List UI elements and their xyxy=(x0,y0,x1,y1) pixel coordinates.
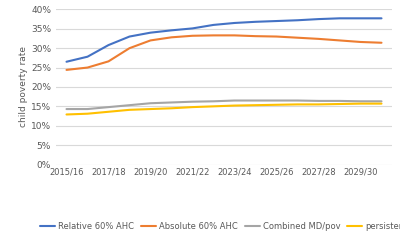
persistent xyxy=(106,110,111,113)
Relative 60% AHC xyxy=(106,44,111,47)
Absolute 60% AHC xyxy=(211,34,216,37)
persistent xyxy=(337,103,342,106)
Combined MD/pov xyxy=(358,100,363,103)
Relative 60% AHC xyxy=(379,17,384,20)
persistent xyxy=(379,102,384,105)
Legend: Relative 60% AHC, Absolute 60% AHC, Combined MD/pov, persistent: Relative 60% AHC, Absolute 60% AHC, Comb… xyxy=(37,218,400,234)
Relative 60% AHC xyxy=(295,19,300,22)
Combined MD/pov xyxy=(148,102,153,105)
Line: persistent: persistent xyxy=(66,104,382,114)
persistent xyxy=(253,104,258,107)
Absolute 60% AHC xyxy=(85,66,90,69)
Relative 60% AHC xyxy=(169,29,174,32)
Absolute 60% AHC xyxy=(169,36,174,39)
Absolute 60% AHC xyxy=(232,34,237,37)
Absolute 60% AHC xyxy=(337,39,342,42)
Combined MD/pov xyxy=(190,100,195,103)
persistent xyxy=(274,103,279,106)
Relative 60% AHC xyxy=(232,22,237,24)
Line: Relative 60% AHC: Relative 60% AHC xyxy=(66,18,382,62)
Combined MD/pov xyxy=(64,108,69,110)
Combined MD/pov xyxy=(379,100,384,103)
persistent xyxy=(64,113,69,116)
Relative 60% AHC xyxy=(253,20,258,23)
Relative 60% AHC xyxy=(358,17,363,20)
Absolute 60% AHC xyxy=(295,36,300,39)
Absolute 60% AHC xyxy=(148,39,153,42)
Absolute 60% AHC xyxy=(316,37,321,40)
Relative 60% AHC xyxy=(337,17,342,20)
Absolute 60% AHC xyxy=(253,35,258,38)
Combined MD/pov xyxy=(316,99,321,102)
Absolute 60% AHC xyxy=(190,34,195,37)
Relative 60% AHC xyxy=(148,31,153,34)
Absolute 60% AHC xyxy=(64,68,69,71)
Relative 60% AHC xyxy=(211,24,216,26)
Relative 60% AHC xyxy=(274,20,279,23)
Absolute 60% AHC xyxy=(358,41,363,43)
Combined MD/pov xyxy=(253,99,258,102)
Combined MD/pov xyxy=(127,104,132,107)
Absolute 60% AHC xyxy=(127,47,132,50)
persistent xyxy=(316,103,321,106)
Line: Absolute 60% AHC: Absolute 60% AHC xyxy=(66,35,382,70)
Relative 60% AHC xyxy=(127,35,132,38)
Combined MD/pov xyxy=(337,99,342,102)
Relative 60% AHC xyxy=(64,60,69,63)
persistent xyxy=(148,108,153,110)
Combined MD/pov xyxy=(211,100,216,103)
Combined MD/pov xyxy=(106,106,111,109)
Absolute 60% AHC xyxy=(274,35,279,38)
Combined MD/pov xyxy=(169,101,174,104)
persistent xyxy=(169,107,174,110)
Absolute 60% AHC xyxy=(106,60,111,63)
Relative 60% AHC xyxy=(85,55,90,58)
Line: Combined MD/pov: Combined MD/pov xyxy=(66,101,382,109)
persistent xyxy=(211,105,216,108)
persistent xyxy=(190,106,195,109)
persistent xyxy=(127,108,132,111)
persistent xyxy=(85,112,90,115)
Combined MD/pov xyxy=(295,99,300,102)
persistent xyxy=(295,103,300,106)
Relative 60% AHC xyxy=(316,18,321,20)
Absolute 60% AHC xyxy=(379,41,384,44)
persistent xyxy=(358,102,363,105)
Relative 60% AHC xyxy=(190,27,195,30)
Combined MD/pov xyxy=(85,108,90,110)
persistent xyxy=(232,104,237,107)
Combined MD/pov xyxy=(232,99,237,102)
Combined MD/pov xyxy=(274,99,279,102)
Y-axis label: child poverty rate: child poverty rate xyxy=(19,47,28,127)
